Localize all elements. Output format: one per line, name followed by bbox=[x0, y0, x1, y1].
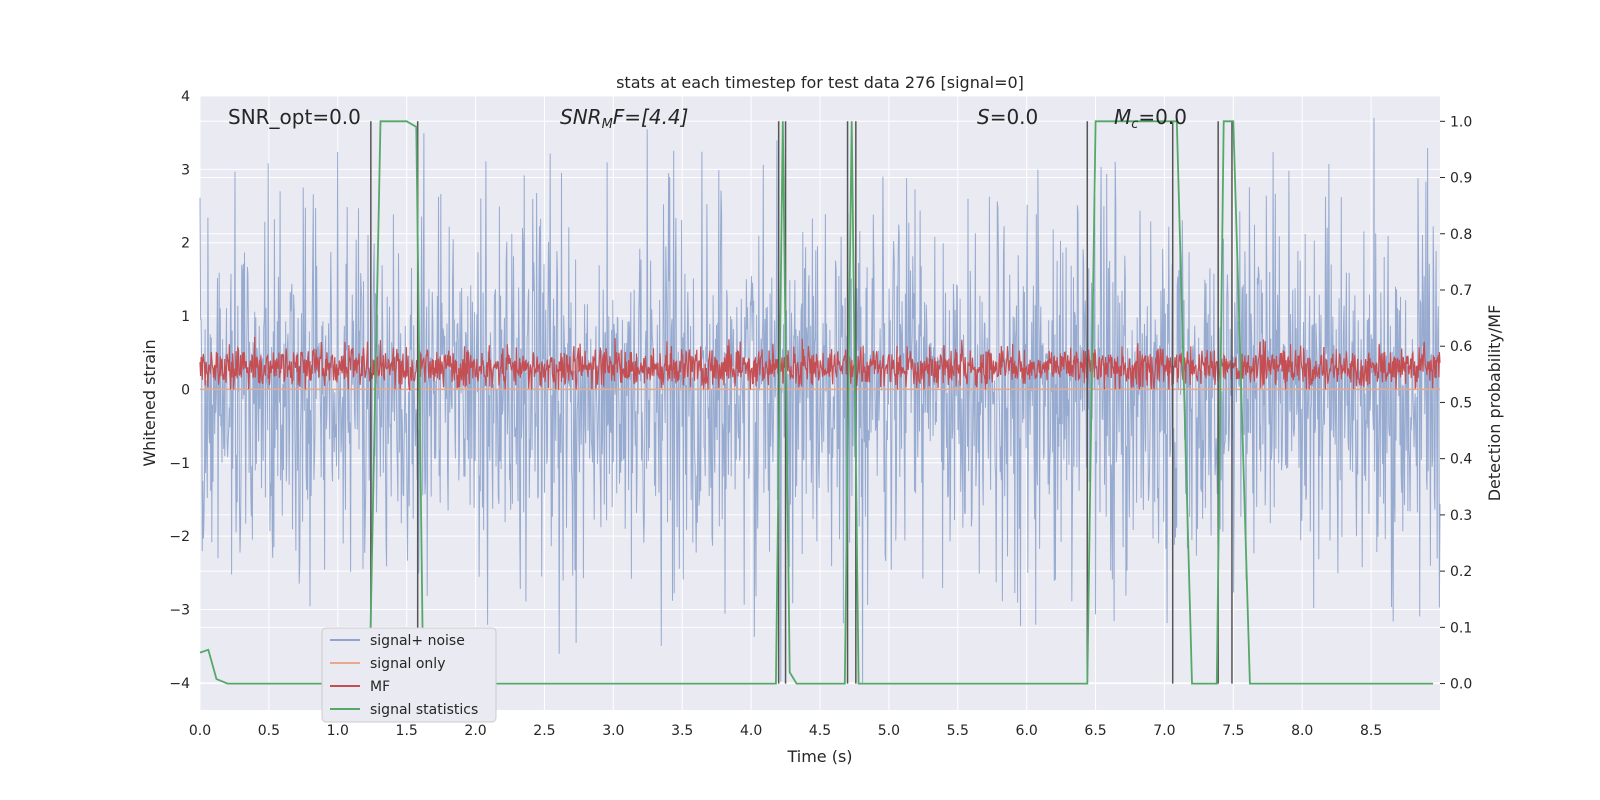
y2-tick-label: 0.9 bbox=[1450, 171, 1472, 187]
y2-tick-label: 0.4 bbox=[1450, 452, 1472, 468]
x-tick-label: 1.0 bbox=[327, 723, 349, 739]
legend-label-mf: MF bbox=[370, 679, 390, 695]
x-tick-label: 4.0 bbox=[740, 723, 762, 739]
y-tick-label: 0 bbox=[181, 382, 190, 398]
x-tick-labels: 0.0 0.5 1.0 1.5 2.0 2.5 3.0 3.5 4.0 4.5 5.0 5.5 6.0 6… bbox=[189, 723, 1382, 739]
annotation-s: S=0.0 bbox=[977, 105, 1038, 129]
x-axis-label: Time (s) bbox=[786, 747, 852, 766]
y-tick-label: 1 bbox=[181, 309, 190, 325]
y-tick-label: −2 bbox=[169, 529, 190, 545]
y2-tick-labels: 1.0 0.9 0.8 0.7 0.6 0.5 0.4 0.3 0.2 0.1 0.0 bbox=[1440, 114, 1472, 693]
y2-tick-label: 0.8 bbox=[1450, 227, 1472, 243]
legend-box bbox=[321, 627, 497, 723]
y2-tick-label: 0.3 bbox=[1450, 508, 1472, 524]
legend-label-signal-only: signal only bbox=[370, 656, 445, 672]
chart-title: stats at each timestep for test data 276… bbox=[616, 73, 1024, 92]
y-tick-label: −4 bbox=[169, 676, 190, 692]
x-tick-label: 7.5 bbox=[1222, 723, 1244, 739]
series-signal-statistics bbox=[199, 120, 1434, 685]
y2-tick-label: 0.1 bbox=[1450, 620, 1472, 636]
legend-label-signal-noise: signal+ noise bbox=[370, 633, 465, 649]
y2-tick-label: 0.0 bbox=[1450, 677, 1472, 693]
series-signal-noise bbox=[199, 117, 1441, 683]
y-tick-label: −3 bbox=[169, 603, 190, 619]
y2-tick-label: 0.5 bbox=[1450, 395, 1472, 411]
x-tick-label: 8.5 bbox=[1360, 723, 1382, 739]
legend: signal+ noise signal only MF signal stat… bbox=[321, 627, 497, 723]
annotation-mc: Mc=0.0 bbox=[1114, 105, 1187, 132]
y2-tick-label: 0.6 bbox=[1450, 339, 1472, 355]
y2-tick-label: 0.2 bbox=[1450, 564, 1472, 580]
mf-line bbox=[199, 336, 1441, 391]
x-tick-label: 6.5 bbox=[1084, 723, 1106, 739]
x-tick-label: 8.0 bbox=[1291, 723, 1313, 739]
x-tick-label: 4.5 bbox=[809, 723, 831, 739]
y2-tick-label: 1.0 bbox=[1450, 114, 1472, 130]
y2-tick-label: 0.7 bbox=[1450, 283, 1472, 299]
x-tick-label: 2.0 bbox=[464, 723, 486, 739]
x-tick-label: 3.0 bbox=[602, 723, 624, 739]
x-tick-label: 6.0 bbox=[1016, 723, 1038, 739]
annotation-snr-mf: SNRMF=[4.4] bbox=[560, 105, 688, 132]
x-tick-label: 1.5 bbox=[396, 723, 418, 739]
y2-axis-label: Detection probability/MF bbox=[1485, 305, 1504, 502]
y-tick-label: 4 bbox=[181, 89, 190, 105]
signal-statistics-line bbox=[199, 120, 1434, 685]
x-tick-label: 5.5 bbox=[947, 723, 969, 739]
y-tick-label: −1 bbox=[169, 456, 190, 472]
legend-label-signal-statistics: signal statistics bbox=[370, 702, 478, 718]
x-tick-label: 7.0 bbox=[1153, 723, 1175, 739]
annotation-snr-opt: SNR_opt=0.0 bbox=[228, 105, 361, 129]
series-mf bbox=[199, 336, 1441, 391]
x-tick-label: 0.0 bbox=[189, 723, 211, 739]
y-tick-labels: 4 3 2 1 0 −1 −2 −3 −4 bbox=[169, 89, 190, 692]
y-tick-label: 3 bbox=[181, 162, 190, 178]
x-tick-label: 2.5 bbox=[533, 723, 555, 739]
x-tick-label: 5.0 bbox=[878, 723, 900, 739]
x-tick-label: 3.5 bbox=[671, 723, 693, 739]
y-tick-label: 2 bbox=[181, 236, 190, 252]
signal-noise-line bbox=[199, 117, 1441, 683]
x-tick-label: 0.5 bbox=[258, 723, 280, 739]
y-axis-label: Whitened strain bbox=[140, 339, 159, 466]
